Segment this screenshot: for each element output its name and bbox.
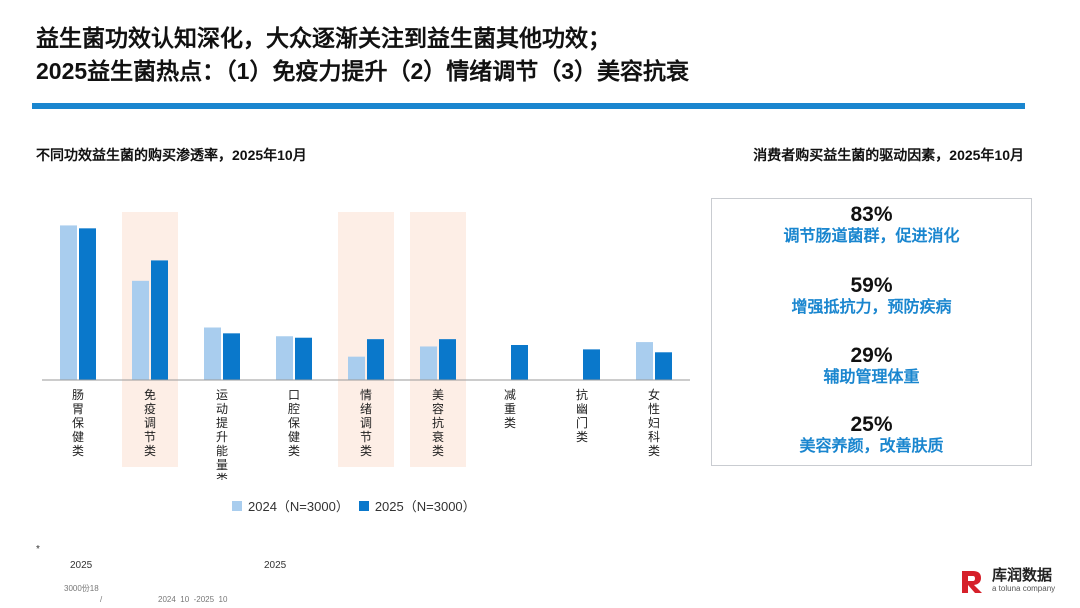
highlight-band [338, 212, 394, 467]
category-label: 减重类 [504, 388, 516, 430]
category-label: 情绪调节类 [360, 388, 372, 458]
driver-item: 25% 美容养颜，改善肤质 [712, 413, 1031, 457]
footnote-slash: / [100, 595, 103, 604]
legend-item-2024: 2024（N=3000） [232, 496, 349, 515]
drivers-panel: 83% 调节肠道菌群，促进消化 59% 增强抵抗力，预防疾病 29% 辅助管理体… [711, 198, 1032, 466]
footnote-sample: 3000份18 [64, 584, 99, 593]
driver-label: 美容养颜，改善肤质 [799, 438, 944, 455]
brand-logo-block: 库润数据 a toluna company [958, 567, 1055, 595]
bar-2025 [655, 352, 672, 380]
legend-label-2025: 2025（N=3000） [374, 499, 476, 514]
chart-subtitle: 不同功效益生菌的购买渗透率，2025年10月 [36, 147, 307, 163]
bar-2025 [439, 339, 456, 380]
title-divider [32, 103, 1025, 109]
chart-legend: 2024（N=3000） 2025（N=3000） [232, 496, 476, 515]
highlight-band [122, 212, 178, 467]
bar-2025 [511, 345, 528, 380]
bar-2024 [420, 346, 437, 380]
category-label: 美容抗衰类 [432, 388, 444, 458]
category-label: 肠胃保健类 [72, 388, 84, 458]
driver-item: 83% 调节肠道菌群，促进消化 [712, 203, 1031, 247]
bar-2024 [348, 356, 365, 380]
driver-pct: 83% [850, 203, 893, 226]
bar-2024 [636, 342, 653, 380]
bar-2024 [276, 336, 293, 380]
legend-swatch-2025 [358, 500, 369, 511]
footnote-year-b: 2025 [264, 560, 287, 571]
brand-name: 库润数据 [992, 567, 1053, 584]
driver-label: 增强抵抗力，预防疾病 [791, 299, 952, 316]
brand-logo-icon [962, 571, 982, 593]
footnote-star: * [36, 544, 40, 555]
category-label: 口腔保健类 [288, 388, 300, 458]
bar-2025 [223, 333, 240, 380]
legend-label-2024: 2024（N=3000） [248, 499, 349, 514]
drivers-subtitle: 消费者购买益生菌的驱动因素，2025年10月 [753, 147, 1024, 163]
bar-2025 [295, 337, 312, 380]
bar-2025 [583, 349, 600, 380]
driver-item: 59% 增强抵抗力，预防疾病 [712, 274, 1031, 318]
bar-2025 [79, 228, 96, 380]
page-title: 益生菌功效认知深化，大众逐渐关注到益生菌其他功效； 2025益生菌热点：（1）免… [36, 22, 689, 88]
driver-label: 辅助管理体重 [823, 369, 920, 386]
footnote-period: 2024 10 -2025 10 [158, 595, 228, 604]
category-label: 女性妇科类 [648, 387, 660, 458]
title-line-1: 益生菌功效认知深化，大众逐渐关注到益生菌其他功效； [36, 25, 611, 51]
driver-pct: 25% [850, 413, 893, 436]
legend-item-2025: 2025（N=3000） [358, 496, 476, 515]
bar-2024 [132, 280, 149, 380]
driver-item: 29% 辅助管理体重 [712, 344, 1031, 388]
bar-chart: 肠胃保健类 免疫调节类 运动提升能量类 口腔保健类 情绪调节类 美容抗衰类 减重类 抗幽门类 女… [42, 212, 690, 480]
title-line-2: 2025益生菌热点：（1）免疫力提升（2）情绪调节（3）美容抗衰 [36, 58, 690, 84]
bar-2025 [151, 260, 168, 380]
category-label: 抗幽门类 [576, 387, 588, 444]
bar-2024 [60, 225, 77, 380]
driver-pct: 59% [850, 274, 893, 297]
brand-subtitle: a toluna company [992, 584, 1056, 593]
footnote-year-a: 2025 [70, 560, 93, 571]
driver-label: 调节肠道菌群，促进消化 [783, 228, 960, 245]
highlight-band [410, 212, 466, 467]
bar-2025 [367, 339, 384, 380]
driver-pct: 29% [850, 344, 893, 367]
bar-2024 [204, 327, 221, 380]
legend-swatch-2024 [232, 500, 242, 511]
category-label: 免疫调节类 [144, 387, 156, 458]
category-label: 运动提升能量类 [216, 388, 228, 480]
